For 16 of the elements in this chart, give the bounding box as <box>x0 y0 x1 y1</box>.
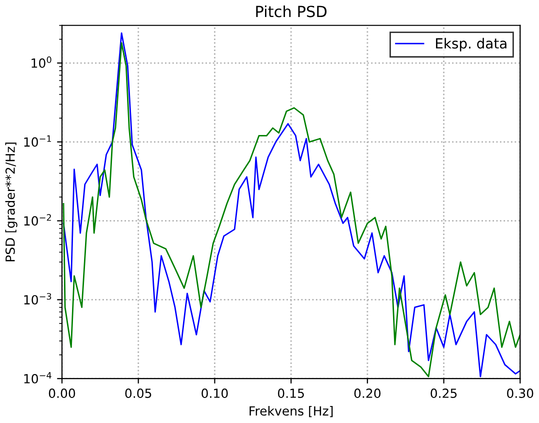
y-tick-label: 10$^{−4}$ <box>24 372 52 384</box>
x-tick-label: 0.15 <box>278 388 304 398</box>
x-tick-label: 0.05 <box>125 388 152 398</box>
y-tick-label: 10$^{−2}$ <box>24 214 51 226</box>
x-tick-label: 0.25 <box>430 388 457 398</box>
y-axis-title: PSD [grader**2/Hz] <box>5 142 18 262</box>
x-tick-label: 0.00 <box>48 388 76 398</box>
x-tick-label: 0.10 <box>202 388 228 398</box>
x-tick-label: 0.30 <box>507 388 534 398</box>
y-tick-label: 10$^{−3}$ <box>24 293 52 305</box>
chart-title: Pitch PSD <box>256 5 327 18</box>
x-axis-title: Frekvens [Hz] <box>250 406 333 418</box>
legend-label: Eksp. data <box>436 38 506 52</box>
y-tick-label: 10$^{−1}$ <box>24 135 52 147</box>
x-tick-label: 0.20 <box>354 388 381 398</box>
y-tick-label: 10$^{0}$ <box>32 56 52 68</box>
